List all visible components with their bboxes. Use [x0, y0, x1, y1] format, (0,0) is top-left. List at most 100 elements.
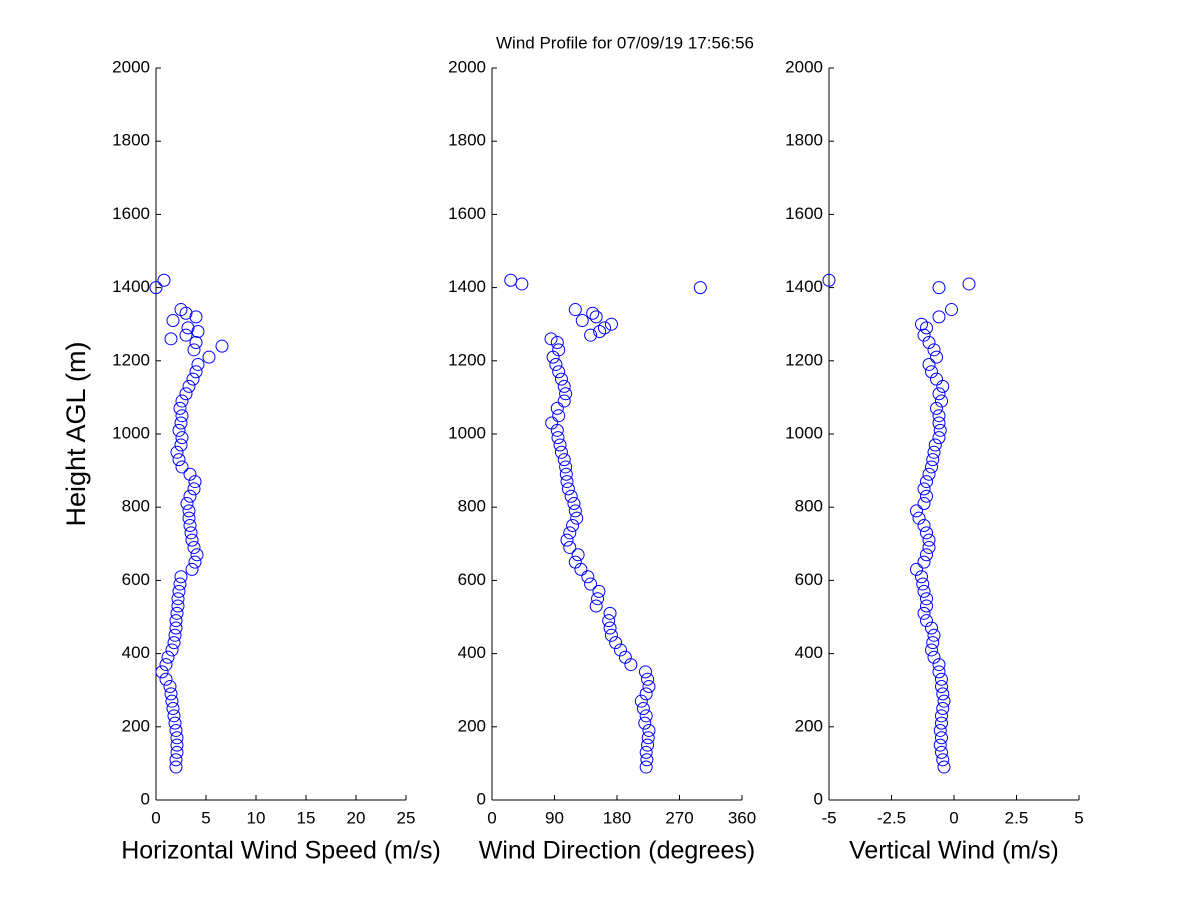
data-point — [920, 592, 933, 606]
data-point — [598, 321, 611, 335]
data-point — [604, 628, 618, 642]
y-tick-label: 600 — [458, 570, 486, 589]
y-axis-label: Height AGL (m) — [61, 341, 91, 526]
data-point — [641, 731, 655, 745]
data-point — [930, 401, 943, 415]
data-point — [560, 475, 574, 489]
data-point — [912, 511, 926, 525]
data-point — [554, 372, 568, 386]
data-point — [613, 643, 627, 657]
data-point — [935, 680, 948, 694]
y-tick-label: 2000 — [112, 57, 150, 76]
data-point — [172, 423, 186, 437]
data-point — [190, 548, 204, 562]
data-point — [639, 687, 653, 701]
data-point — [557, 379, 571, 393]
x-tick-label: 0 — [949, 808, 958, 827]
data-point — [922, 540, 936, 554]
data-point — [566, 519, 580, 532]
data-point — [936, 753, 950, 767]
data-point — [166, 314, 180, 328]
data-point — [634, 694, 648, 708]
data-point — [165, 694, 179, 708]
data-point — [930, 350, 943, 364]
data-point — [552, 409, 566, 423]
y-tick-label: 0 — [477, 789, 486, 808]
data-point — [933, 738, 947, 752]
data-point — [920, 475, 933, 489]
data-point — [167, 709, 181, 723]
x-tick-label: 180 — [603, 808, 631, 827]
data-point — [932, 658, 946, 672]
data-point — [917, 482, 931, 496]
y-tick-label: 1000 — [112, 423, 150, 442]
data-point — [568, 303, 582, 317]
data-point — [180, 497, 194, 511]
x-tick-label: -2.5 — [877, 808, 906, 827]
y-tick-label: 800 — [458, 497, 486, 516]
data-point — [639, 745, 653, 759]
x-tick-label: 0 — [151, 808, 160, 827]
data-point — [189, 310, 203, 324]
y-tick-label: 2000 — [785, 57, 823, 76]
x-tick-label: 0 — [487, 808, 496, 827]
data-point — [545, 416, 559, 430]
y-tick-label: 0 — [814, 789, 823, 808]
data-point — [928, 438, 942, 452]
data-point — [172, 584, 186, 598]
data-point — [945, 303, 958, 317]
data-point — [551, 431, 565, 445]
data-point — [165, 643, 179, 657]
data-point — [559, 387, 573, 401]
y-tick-label: 1200 — [448, 350, 486, 369]
data-point — [639, 760, 653, 774]
data-point — [932, 665, 946, 679]
data-point — [925, 365, 938, 379]
data-point — [188, 475, 202, 489]
x-tick-label: 25 — [397, 808, 416, 827]
data-point — [187, 540, 201, 554]
data-point — [642, 680, 656, 694]
data-point — [917, 519, 931, 532]
data-point — [936, 702, 950, 715]
data-point — [179, 387, 193, 401]
data-point — [638, 665, 652, 679]
data-point — [917, 584, 931, 598]
data-point — [169, 621, 183, 635]
data-point — [561, 482, 575, 496]
data-point — [181, 321, 195, 335]
data-point — [179, 328, 193, 342]
data-point — [589, 310, 603, 324]
data-point — [159, 658, 173, 672]
data-point — [932, 310, 946, 324]
data-point — [183, 519, 197, 532]
data-point — [935, 709, 948, 723]
data-point — [932, 431, 946, 445]
data-point — [915, 317, 928, 331]
x-tick-label: 10 — [247, 808, 266, 827]
data-point — [822, 273, 836, 287]
data-point — [641, 738, 655, 752]
data-point — [552, 343, 566, 357]
data-point — [188, 555, 202, 569]
data-point — [604, 317, 618, 331]
data-point — [592, 584, 606, 598]
data-point — [175, 431, 189, 445]
data-point — [515, 277, 529, 291]
data-point — [575, 314, 589, 328]
data-point — [567, 497, 581, 511]
y-tick-label: 400 — [458, 643, 486, 662]
chart-title: Wind Profile for 07/09/19 17:56:56 — [496, 33, 754, 52]
data-point — [593, 325, 607, 339]
data-point — [602, 614, 616, 628]
data-point — [962, 277, 976, 291]
data-point — [693, 281, 707, 295]
data-point — [927, 343, 941, 357]
y-tick-label: 200 — [795, 716, 823, 735]
data-point — [636, 702, 650, 715]
x-axis-label: Horizontal Wind Speed (m/s) — [121, 837, 441, 865]
x-tick-label: 5 — [201, 808, 210, 827]
y-tick-label: 1400 — [112, 277, 150, 296]
data-point — [172, 453, 186, 467]
